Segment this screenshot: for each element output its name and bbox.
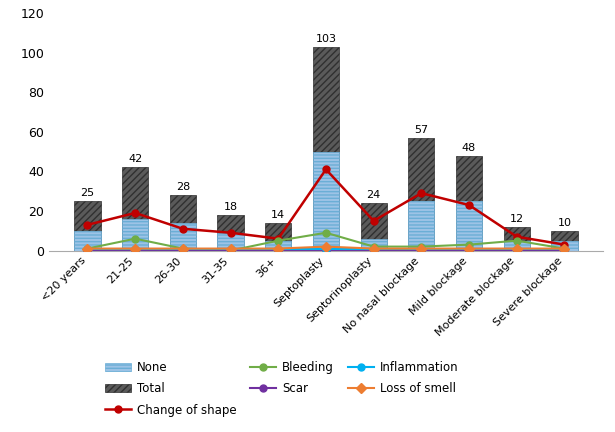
Text: 28: 28 bbox=[176, 182, 190, 192]
Text: 57: 57 bbox=[415, 125, 429, 135]
Text: 103: 103 bbox=[315, 34, 336, 44]
Text: 48: 48 bbox=[462, 143, 476, 152]
Bar bbox=[360, 203, 387, 251]
Text: 14: 14 bbox=[271, 210, 285, 220]
Bar bbox=[265, 223, 292, 251]
Bar bbox=[551, 241, 577, 251]
Text: 42: 42 bbox=[128, 154, 142, 165]
Bar bbox=[74, 231, 101, 251]
Bar bbox=[504, 241, 530, 251]
Bar bbox=[122, 219, 148, 251]
Bar bbox=[408, 138, 434, 251]
Bar bbox=[408, 201, 434, 251]
Bar bbox=[456, 156, 482, 251]
Legend: None, Total, Change of shape, Bleeding, Scar, Inflammation, Loss of smell: None, Total, Change of shape, Bleeding, … bbox=[100, 356, 464, 421]
Bar bbox=[313, 152, 339, 251]
Bar bbox=[551, 231, 577, 251]
Bar bbox=[74, 201, 101, 251]
Bar bbox=[265, 241, 292, 251]
Bar bbox=[170, 223, 196, 251]
Text: 12: 12 bbox=[510, 214, 524, 224]
Bar bbox=[504, 227, 530, 251]
Text: 10: 10 bbox=[557, 218, 571, 228]
Bar bbox=[218, 215, 244, 251]
Bar bbox=[122, 168, 148, 251]
Bar bbox=[170, 195, 196, 251]
Bar bbox=[456, 201, 482, 251]
Bar bbox=[360, 239, 387, 251]
Bar bbox=[313, 47, 339, 251]
Text: 18: 18 bbox=[223, 202, 237, 212]
Text: 25: 25 bbox=[81, 188, 95, 198]
Bar bbox=[218, 233, 244, 251]
Text: 24: 24 bbox=[367, 190, 381, 200]
